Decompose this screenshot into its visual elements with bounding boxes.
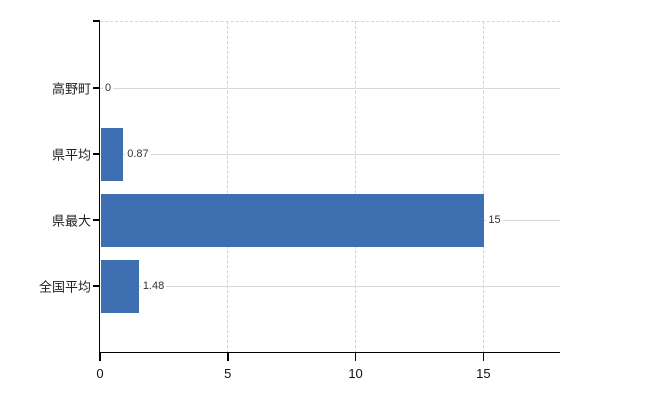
gridline-horizontal-0 bbox=[100, 87, 560, 89]
chart-bar bbox=[101, 127, 124, 181]
y-axis-tick-top bbox=[93, 20, 100, 22]
value-label: 0 bbox=[103, 82, 114, 94]
value-label: 1.48 bbox=[140, 280, 167, 292]
x-axis-tick-0 bbox=[99, 353, 101, 361]
x-axis-tick-5 bbox=[227, 353, 229, 361]
x-tick-label: 15 bbox=[476, 366, 491, 381]
category-label: 高野町 bbox=[51, 81, 91, 97]
category-label: 県平均 bbox=[51, 147, 91, 163]
x-axis-tick-10 bbox=[354, 353, 357, 361]
value-label: 15 bbox=[486, 214, 503, 226]
x-axis-tick-15 bbox=[482, 353, 485, 361]
x-axis-line bbox=[98, 351, 560, 353]
x-tick-label: 5 bbox=[224, 366, 232, 381]
y-axis-tick-1 bbox=[93, 153, 100, 155]
category-label: 全国平均 bbox=[38, 279, 91, 295]
gridline-horizontal-3 bbox=[100, 285, 560, 287]
y-axis-tick-0 bbox=[93, 87, 100, 89]
plot-top-border bbox=[100, 21, 560, 22]
value-label: 0.87 bbox=[125, 148, 151, 160]
y-axis-tick-2 bbox=[93, 219, 100, 221]
x-tick-label: 0 bbox=[96, 366, 104, 381]
gridline-horizontal-1 bbox=[100, 153, 560, 155]
chart-bar bbox=[101, 259, 139, 313]
x-tick-label: 10 bbox=[348, 366, 363, 381]
y-axis-tick-3 bbox=[93, 285, 100, 287]
category-label: 県最大 bbox=[51, 213, 91, 229]
gridline-vertical-10 bbox=[355, 21, 357, 353]
y-axis-line bbox=[98, 21, 100, 361]
gridline-vertical-15 bbox=[482, 21, 484, 353]
chart-bar bbox=[101, 193, 485, 247]
gridline-vertical-5 bbox=[227, 21, 229, 353]
